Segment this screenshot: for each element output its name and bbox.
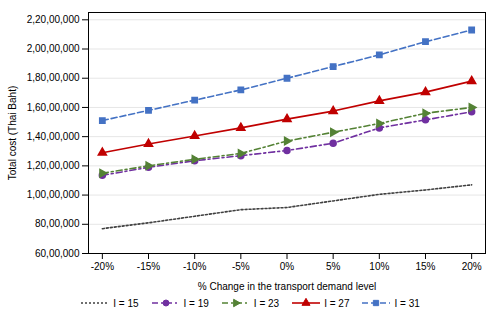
svg-text:1,00,00,000: 1,00,00,000 [27,189,80,200]
svg-text:5%: 5% [326,261,341,272]
svg-text:2,20,00,000: 2,20,00,000 [27,14,80,25]
html-text:I = 23: I = 23 [253,297,280,309]
svg-text:10%: 10% [369,261,389,272]
html-text:I = 15: I = 15 [113,297,139,309]
svg-text:0%: 0% [280,261,295,272]
html-text:I = 27: I = 27 [324,297,350,309]
svg-text:1,40,00,000: 1,40,00,000 [27,131,80,142]
svg-text:20%: 20% [462,261,482,272]
svg-text:1,80,00,000: 1,80,00,000 [27,72,80,83]
svg-text:15%: 15% [415,261,435,272]
html-text:I = 31: I = 31 [394,297,420,309]
svg-text:-20%: -20% [91,261,114,272]
svg-text:1,60,00,000: 1,60,00,000 [27,102,80,113]
svg-text:-15%: -15% [137,261,160,272]
svg-text:-5%: -5% [232,261,250,272]
svg-text:-10%: -10% [183,261,206,272]
svg-text:60,00,000: 60,00,000 [35,248,80,259]
svg-text:2,00,00,000: 2,00,00,000 [27,43,80,54]
svg-text:80,00,000: 80,00,000 [35,218,80,229]
svg-text:% Change in the transport dema: % Change in the transport demand level [198,281,376,292]
svg-text:1,20,00,000: 1,20,00,000 [27,160,80,171]
svg-text:Total cost (Thai Baht): Total cost (Thai Baht) [7,86,18,180]
html-text:I = 19: I = 19 [183,297,209,309]
